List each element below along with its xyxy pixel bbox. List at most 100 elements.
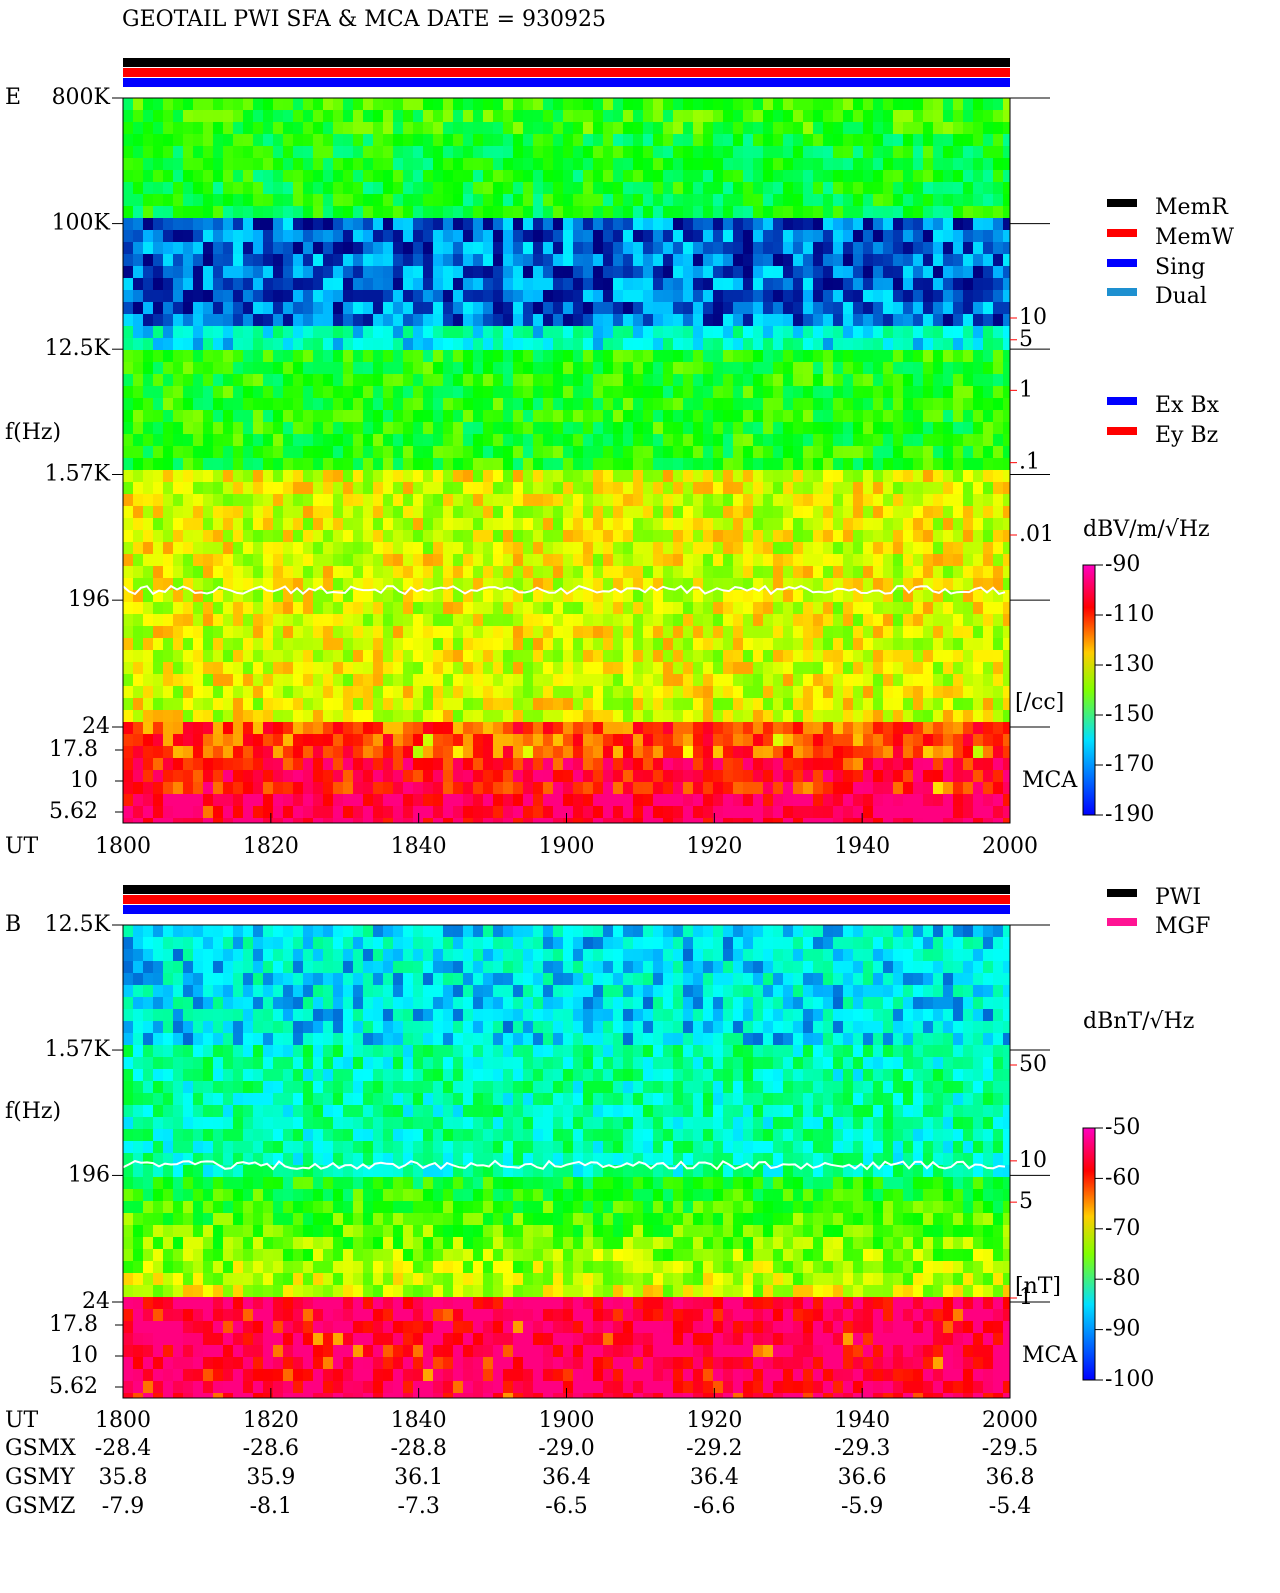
spectrogram-cell <box>393 542 404 555</box>
spectrogram-cell <box>303 626 314 639</box>
spectrogram-cell <box>513 302 524 315</box>
spectrogram-cell <box>253 158 264 171</box>
spectrogram-cell <box>313 314 324 327</box>
spectrogram-cell <box>183 422 194 435</box>
spectrogram-cell <box>333 170 344 183</box>
spectrogram-cell <box>183 206 194 219</box>
spectrogram-cell <box>963 506 974 519</box>
spectrogram-cell <box>723 398 734 411</box>
spectrogram-cell <box>743 578 754 591</box>
spectrogram-cell <box>833 110 844 123</box>
spectrogram-cell <box>433 158 444 171</box>
spectrogram-cell <box>433 398 444 411</box>
spectrogram-cell <box>893 638 904 651</box>
spectrogram-cell <box>713 218 724 231</box>
spectrogram-cell <box>363 338 374 351</box>
spectrogram-cell <box>613 746 624 759</box>
spectrogram-cell <box>373 170 384 183</box>
spectrogram-cell <box>433 386 444 399</box>
spectrogram-cell <box>353 446 364 459</box>
spectrogram-cell <box>713 650 724 663</box>
spectrogram-cell <box>363 530 374 543</box>
spectrogram-cell <box>223 98 234 111</box>
spectrogram-cell <box>603 518 614 531</box>
spectrogram-cell <box>673 698 684 711</box>
spectrogram-cell <box>363 302 374 315</box>
spectrogram-cell <box>333 722 344 735</box>
spectrogram-cell <box>273 170 284 183</box>
spectrogram-cell <box>143 578 154 591</box>
spectrogram-cell <box>993 446 1004 459</box>
spectrogram-cell <box>473 698 484 711</box>
spectrogram-cell <box>783 722 794 735</box>
spectrogram-cell <box>753 590 764 603</box>
spectrogram-cell <box>843 314 854 327</box>
spectrogram-cell <box>693 422 704 435</box>
spectrogram-cell <box>313 566 324 579</box>
spectrogram-cell <box>453 482 464 495</box>
spectrogram-cell <box>323 374 334 387</box>
spectrogram-cell <box>163 398 174 411</box>
spectrogram-cell <box>583 422 594 435</box>
spectrogram-cell <box>823 194 834 207</box>
spectrogram-cell <box>273 470 284 483</box>
spectrogram-cell <box>933 254 944 267</box>
spectrogram-cell <box>123 542 134 555</box>
spectrogram-cell <box>413 758 424 771</box>
spectrogram-cell <box>333 482 344 495</box>
spectrogram-cell <box>733 410 744 423</box>
spectrogram-cell <box>133 482 144 495</box>
spectrogram-cell <box>623 110 634 123</box>
spectrogram-cell <box>993 494 1004 507</box>
spectrogram-cell <box>673 578 684 591</box>
spectrogram-cell <box>783 590 794 603</box>
spectrogram-cell <box>633 650 644 663</box>
spectrogram-cell <box>703 290 714 303</box>
spectrogram-cell <box>553 674 564 687</box>
spectrogram-cell <box>1003 650 1011 663</box>
spectrogram-cell <box>183 530 194 543</box>
spectrogram-cell <box>643 338 654 351</box>
spectrogram-cell <box>713 494 724 507</box>
spectrogram-cell <box>523 446 534 459</box>
spectrogram-cell <box>903 290 914 303</box>
spectrogram-cell <box>383 602 394 615</box>
spectrogram-cell <box>543 266 554 279</box>
spectrogram-cell <box>193 590 204 603</box>
spectrogram-cell <box>143 206 154 219</box>
spectrogram-cell <box>743 146 754 159</box>
spectrogram-cell <box>883 434 894 447</box>
spectrogram-cell <box>783 278 794 291</box>
spectrogram-cell <box>433 602 444 615</box>
spectrogram-cell <box>753 386 764 399</box>
spectrogram-cell <box>363 314 374 327</box>
spectrogram-cell <box>923 650 934 663</box>
spectrogram-cell <box>583 518 594 531</box>
spectrogram-cell <box>203 158 214 171</box>
spectrogram-cell <box>693 506 704 519</box>
spectrogram-cell <box>153 314 164 327</box>
spectrogram-cell <box>293 374 304 387</box>
spectrogram-cell <box>533 254 544 267</box>
spectrogram-cell <box>833 566 844 579</box>
spectrogram-cell <box>753 758 764 771</box>
spectrogram-cell <box>763 482 774 495</box>
spectrogram-cell <box>1003 758 1011 771</box>
spectrogram-cell <box>223 734 234 747</box>
spectrogram-cell <box>363 578 374 591</box>
spectrogram-cell <box>973 290 984 303</box>
spectrogram-cell <box>253 638 264 651</box>
spectrogram-cell <box>173 242 184 255</box>
spectrogram-cell <box>613 494 624 507</box>
spectrogram-cell <box>513 686 524 699</box>
spectrogram-cell <box>203 770 214 783</box>
spectrogram-cell <box>443 434 454 447</box>
spectrogram-cell <box>513 230 524 243</box>
spectrogram-cell <box>513 746 524 759</box>
spectrogram-cell <box>913 194 924 207</box>
spectrogram-cell <box>393 626 404 639</box>
spectrogram-cell <box>733 626 744 639</box>
spectrogram-cell <box>853 422 864 435</box>
spectrogram-cell <box>463 254 474 267</box>
spectrogram-cell <box>693 614 704 627</box>
